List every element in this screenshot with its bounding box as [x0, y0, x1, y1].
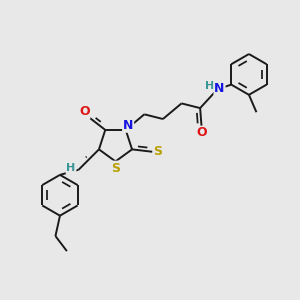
Text: O: O [196, 127, 207, 140]
Text: S: S [153, 145, 162, 158]
Text: H: H [205, 80, 214, 91]
Text: N: N [214, 82, 225, 95]
Text: H: H [66, 163, 76, 173]
Text: O: O [79, 105, 90, 119]
Text: N: N [123, 119, 133, 132]
Text: S: S [111, 161, 120, 175]
